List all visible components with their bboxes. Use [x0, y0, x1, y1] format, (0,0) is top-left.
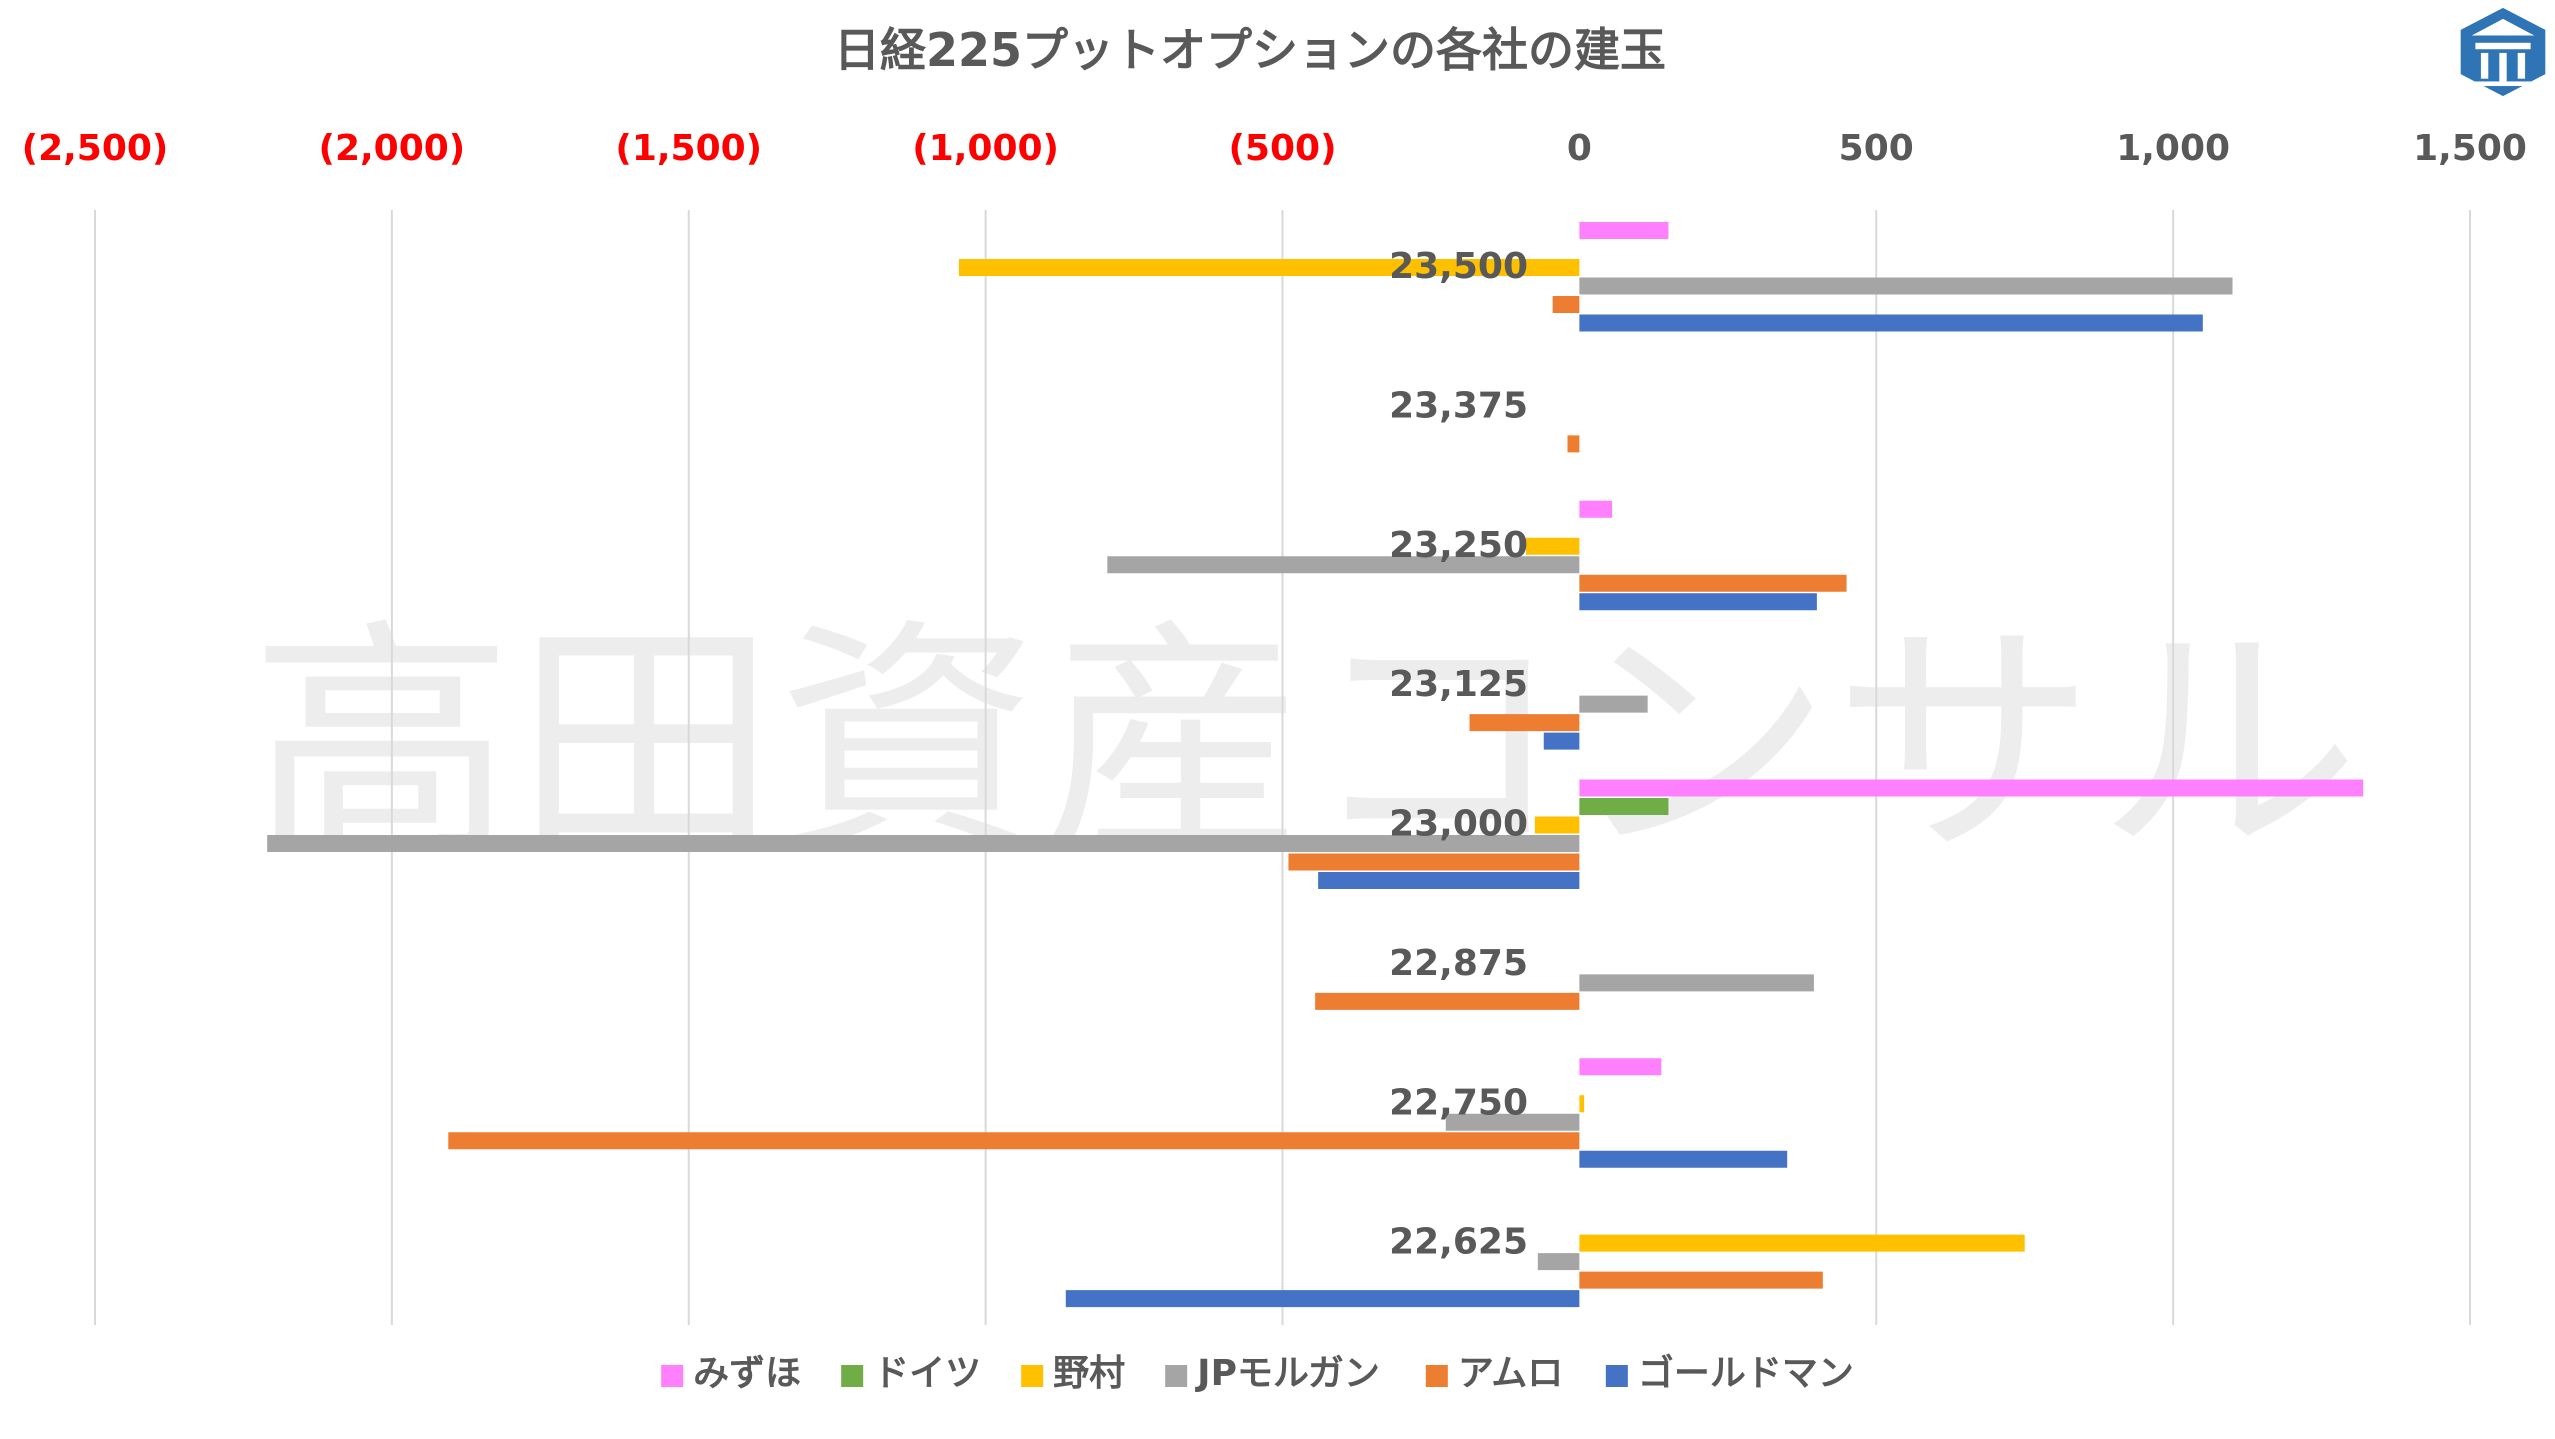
x-tick-label: (1,000) [912, 128, 1059, 169]
category-label: 23,500 [1389, 246, 1528, 287]
bar-みずほ-23,250 [1579, 500, 1613, 518]
legend-label: みずほ [693, 1353, 801, 1394]
legend: みずほ ドイツ 野村 JPモルガン アムロ ゴールドマン [661, 1352, 1854, 1394]
bar-ドイツ-23,000 [1579, 798, 1669, 815]
bar-野村-23,500 [958, 259, 1580, 276]
legend-swatch [1165, 1365, 1188, 1387]
bar-アムロ-23,125 [1469, 714, 1580, 732]
legend-item: アムロ [1425, 1353, 1563, 1394]
category-label: 23,250 [1389, 525, 1528, 566]
legend-swatch [841, 1365, 864, 1387]
x-tick-label: (1,500) [615, 128, 762, 169]
bar-みずほ-22,750 [1579, 1058, 1662, 1076]
category-label: 22,625 [1389, 1222, 1528, 1263]
bar-ゴールドマン-22,625 [1065, 1290, 1580, 1308]
bar-アムロ-23,250 [1579, 574, 1847, 592]
x-tick-label: 0 [1567, 128, 1592, 169]
legend-item: 野村 [1021, 1353, 1125, 1394]
bar-アムロ-23,500 [1552, 296, 1580, 313]
bar-JPモルガン-22,750 [1445, 1113, 1580, 1131]
bar-野村-22,750 [1579, 1095, 1585, 1113]
legend-item: JPモルガン [1165, 1353, 1380, 1394]
company-logo-icon [2460, 7, 2546, 97]
legend-swatch [1425, 1365, 1448, 1387]
bar-アムロ-22,875 [1315, 992, 1580, 1010]
bar-みずほ-23,500 [1579, 222, 1669, 239]
labels-layer: (2,500) (2,000) (1,500) (1,000) (500) 0 500 1,0… [22, 128, 2527, 1263]
bar-野村-23,250 [1525, 537, 1580, 555]
bar-JPモルガン-23,500 [1579, 277, 2233, 295]
bar-ゴールドマン-22,750 [1579, 1150, 1788, 1168]
legend-label: アムロ [1458, 1353, 1563, 1394]
bar-みずほ-23,000 [1579, 779, 2364, 797]
bar-アムロ-23,375 [1567, 435, 1580, 453]
legend-swatch [1021, 1365, 1044, 1387]
bar-JPモルガン-22,625 [1537, 1253, 1580, 1271]
x-tick-label: 500 [1839, 128, 1914, 169]
bar-ゴールドマン-23,000 [1318, 872, 1580, 889]
x-tick-label: 1,000 [2116, 128, 2230, 169]
x-tick-label: (500) [1228, 128, 1336, 169]
x-tick-label: 1,500 [2413, 128, 2527, 169]
legend-swatch [661, 1365, 684, 1387]
chart-title: 日経225プットオプションの各社の建玉 [834, 23, 1666, 77]
bar-野村-22,625 [1579, 1234, 2025, 1252]
category-label: 23,375 [1389, 385, 1528, 426]
category-label: 23,000 [1389, 804, 1528, 845]
x-tick-label: (2,000) [318, 128, 465, 169]
bar-JPモルガン-22,875 [1579, 974, 1814, 992]
category-label: 23,125 [1389, 664, 1528, 705]
bar-JPモルガン-23,250 [1107, 556, 1580, 574]
legend-item: ゴールドマン [1605, 1352, 1854, 1394]
legend-label: JPモルガン [1194, 1353, 1380, 1394]
bar-アムロ-22,625 [1579, 1271, 1823, 1289]
legend-label: 野村 [1053, 1353, 1125, 1394]
grid-layer [94, 210, 2471, 1325]
bar-ゴールドマン-23,500 [1579, 314, 2203, 332]
category-label: 22,750 [1389, 1082, 1528, 1123]
bar-JPモルガン-23,000 [267, 835, 1580, 852]
bar-ゴールドマン-23,250 [1579, 593, 1817, 611]
bar-アムロ-23,000 [1288, 853, 1580, 871]
x-tick-label: (2,500) [22, 128, 169, 169]
legend-item: ドイツ [841, 1353, 981, 1394]
bar-野村-23,000 [1534, 816, 1580, 834]
category-label: 22,875 [1389, 943, 1528, 984]
bars-layer [267, 222, 2364, 1308]
bar-JPモルガン-23,125 [1579, 695, 1648, 713]
bar-アムロ-22,750 [448, 1132, 1580, 1150]
legend-item: みずほ [661, 1353, 801, 1394]
legend-swatch [1605, 1365, 1628, 1387]
legend-label: ゴールドマン [1638, 1352, 1854, 1394]
legend-label: ドイツ [873, 1353, 981, 1394]
bar-ゴールドマン-23,125 [1543, 732, 1580, 750]
